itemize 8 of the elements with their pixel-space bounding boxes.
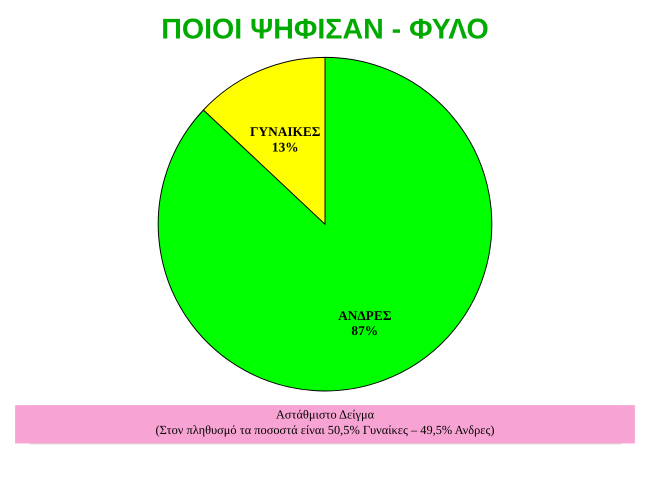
text: (Στον πληθυσμό τα ποσοστά είναι 50,5% Γυναίκες – 49,5% Ανδρες) xyxy=(156,422,494,437)
data-label: 87% xyxy=(351,323,378,338)
slice-label: ΓΥΝΑΙΚΕΣ xyxy=(250,124,321,140)
chart-title: ΠΟΙΟΙ ΨΗΦΙΣΑΝ - ΦΥΛΟ xyxy=(161,13,489,46)
data-label: 13% xyxy=(272,139,299,154)
slice-label: ΑΝΔΡΕΣ xyxy=(338,308,392,323)
text: Αστάθμιστο Δείγμα xyxy=(276,408,375,422)
pie-slice xyxy=(158,56,492,392)
